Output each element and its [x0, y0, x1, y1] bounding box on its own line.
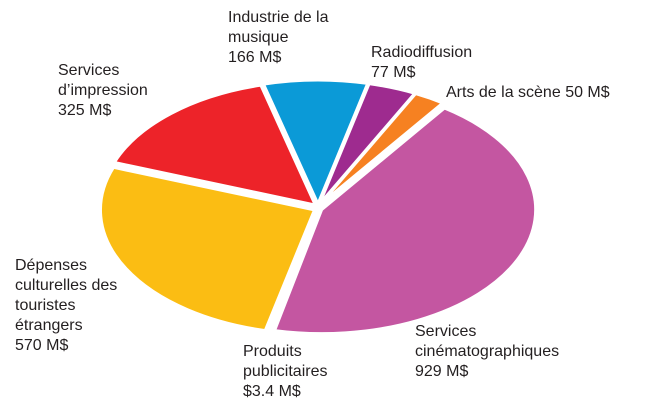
value-label: 50 M$ [565, 84, 610, 101]
slice-label: Services cinématographiques 929 M$ [415, 322, 615, 382]
value-label: 570 M$ [15, 337, 69, 354]
category-label: Industrie de la musique [228, 9, 329, 46]
value-label: 929 M$ [415, 363, 469, 380]
value-label: 325 M$ [58, 102, 112, 119]
pie-slice [318, 92, 445, 207]
slice-label: Services d’impression 325 M$ [58, 61, 178, 121]
pie-slice [266, 210, 319, 335]
slice-label: Dépenses culturelles des touristes étran… [15, 256, 145, 356]
category-label: Arts de la scène [446, 84, 561, 101]
slice-label: Arts de la scène 50 M$ [446, 83, 672, 103]
slice-label: Produits publicitaires $3.4 M$ [243, 342, 363, 402]
slice-label: Radiodiffusion 77 M$ [371, 43, 491, 83]
slice-label: Industrie de la musique 166 M$ [228, 8, 348, 68]
value-label: $3.4 M$ [243, 383, 301, 400]
pie-slice [273, 106, 538, 336]
category-label: Services cinématographiques [415, 323, 560, 360]
value-label: 166 M$ [228, 49, 282, 66]
category-label: Produits publicitaires [243, 343, 328, 380]
pie-slice [261, 78, 370, 206]
category-label: Services d’impression [58, 62, 148, 99]
pie-slice [98, 165, 316, 333]
category-label: Dépenses culturelles des touristes étran… [15, 257, 118, 334]
value-label: 77 M$ [371, 64, 416, 81]
pie-slice [112, 83, 317, 207]
category-label: Radiodiffusion [371, 44, 473, 61]
